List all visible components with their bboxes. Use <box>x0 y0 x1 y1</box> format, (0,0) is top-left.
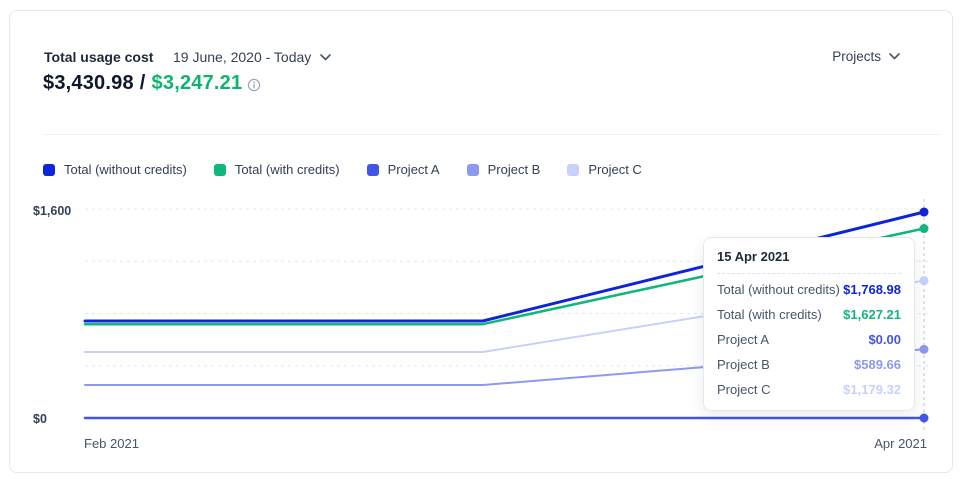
tooltip-row: Total (with credits) $1,627.21 <box>717 302 901 327</box>
projects-dropdown[interactable]: Projects <box>832 49 900 64</box>
legend-swatch <box>43 163 55 176</box>
tooltip-row: Project B $589.66 <box>717 352 901 377</box>
legend-label: Project C <box>588 162 642 177</box>
legend-swatch <box>466 163 479 176</box>
tooltip-divider <box>717 273 901 274</box>
tooltip-date: 15 Apr 2021 <box>717 249 790 264</box>
projects-label: Projects <box>832 49 881 64</box>
legend-item-total-with-credits[interactable]: Total (with credits) <box>213 162 340 177</box>
tooltip-row-value: $0.00 <box>868 332 901 347</box>
tooltip-row-label: Project C <box>717 382 771 397</box>
y-axis-label-zero: $0 <box>33 412 47 426</box>
chart-legend: Total (without credits) Total (with cred… <box>43 162 642 177</box>
amount-separator: / <box>139 72 146 94</box>
x-axis-label-start: Feb 2021 <box>84 436 139 451</box>
tooltip-row-label: Project B <box>717 357 770 372</box>
x-axis-label-end: Apr 2021 <box>874 436 927 451</box>
legend-swatch <box>567 163 580 176</box>
chevron-down-icon <box>320 53 332 60</box>
tooltip-row-label: Project A <box>717 332 770 347</box>
date-range-dropdown[interactable]: 19 June, 2020 - Today <box>173 49 332 65</box>
legend-item-project-b[interactable]: Project B <box>466 162 541 177</box>
total-amount: $3,430.98 / $3,247.21 <box>43 72 261 95</box>
tooltip-row: Project A $0.00 <box>717 327 901 352</box>
chevron-down-icon <box>889 53 900 60</box>
tooltip-row-value: $1,627.21 <box>843 307 901 322</box>
date-range-label: 19 June, 2020 - Today <box>173 49 312 65</box>
info-icon[interactable] <box>247 78 261 92</box>
tooltip-row: Total (without credits) $1,768.98 <box>717 277 901 302</box>
tooltip-row-label: Total (with credits) <box>717 307 822 322</box>
legend-item-project-a[interactable]: Project A <box>366 162 440 177</box>
header-divider <box>43 134 939 135</box>
legend-item-total-without-credits[interactable]: Total (without credits) <box>43 162 187 177</box>
tooltip-row-label: Total (without credits) <box>717 282 840 297</box>
legend-label: Total (with credits) <box>234 162 340 177</box>
amount-without-credits: $3,430.98 <box>43 72 134 94</box>
chart-tooltip: 15 Apr 2021 Total (without credits) $1,7… <box>703 237 915 411</box>
legend-label: Total (without credits) <box>64 162 187 177</box>
legend-label: Project A <box>387 162 440 177</box>
tooltip-row-value: $1,179.32 <box>843 382 901 397</box>
tooltip-row: Project C $1,179.32 <box>717 377 901 402</box>
legend-item-project-c[interactable]: Project C <box>567 162 642 177</box>
card-title: Total usage cost <box>44 49 154 65</box>
legend-label: Project B <box>487 162 541 177</box>
tooltip-row-value: $589.66 <box>854 357 901 372</box>
amount-with-credits: $3,247.21 <box>151 72 243 94</box>
y-axis-label-max: $1,600 <box>33 204 72 218</box>
legend-swatch <box>366 163 379 176</box>
tooltip-row-value: $1,768.98 <box>843 282 901 297</box>
legend-swatch <box>213 163 226 176</box>
